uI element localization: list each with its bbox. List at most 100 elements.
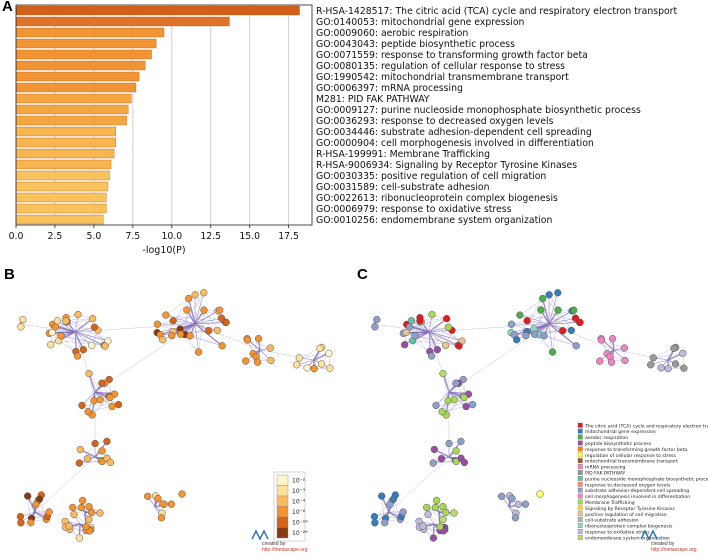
network-edge	[613, 349, 669, 361]
cluster-legend-swatch	[577, 523, 583, 528]
network-node	[389, 495, 398, 503]
category-label: GO:0034446: substrate adhesion-dependent…	[316, 127, 592, 138]
network-edge	[533, 292, 558, 330]
cluster-legend-swatch	[577, 464, 583, 469]
bar	[15, 126, 116, 137]
bar	[15, 5, 300, 16]
network-node	[159, 336, 167, 344]
network-node	[457, 437, 465, 446]
network-node	[429, 534, 438, 542]
network-edge	[88, 373, 113, 407]
network-edge	[433, 443, 450, 464]
pvalue-legend-swatch	[276, 474, 289, 486]
network-node	[444, 397, 452, 405]
cluster-legend-swatch	[577, 428, 583, 434]
network-node	[167, 500, 176, 508]
network-node	[17, 519, 25, 527]
network-node	[98, 447, 106, 455]
network-node	[16, 512, 25, 521]
x-tick-label: 17.5	[278, 231, 299, 242]
network-edge	[519, 314, 550, 325]
network-edge	[52, 331, 76, 334]
category-label: GO:0000904: cell morphogenesis involved …	[316, 138, 594, 149]
network-node	[69, 503, 77, 512]
x-tick-label: 7.5	[125, 231, 140, 242]
network-edge	[428, 318, 448, 333]
network-node	[76, 445, 84, 454]
network-node	[48, 328, 56, 337]
network-node	[114, 400, 123, 409]
x-tick-label: 12.5	[200, 231, 221, 242]
bar	[15, 137, 116, 148]
network-node	[460, 458, 469, 467]
nodes-layer	[16, 289, 334, 542]
network-node	[371, 323, 379, 331]
network-node	[445, 439, 453, 448]
network-node	[430, 445, 438, 454]
network-node	[78, 401, 86, 410]
bar	[15, 170, 110, 181]
network-node	[183, 306, 191, 314]
network-node	[373, 315, 381, 324]
cluster-legend-swatch	[577, 529, 583, 534]
network-node	[17, 323, 25, 331]
network-node	[168, 331, 176, 340]
network-node	[378, 492, 386, 500]
network-c-cluster: The citric acid (TCA) cycle and respirat…	[370, 289, 708, 542]
network-node	[554, 289, 562, 297]
network-node	[186, 332, 194, 340]
network-node	[428, 310, 436, 319]
credit-b-line1: created by	[262, 541, 286, 547]
network-edge	[194, 322, 227, 325]
network-edge	[442, 373, 467, 407]
network-edge	[88, 373, 101, 400]
x-axis-label: -log10(P)	[142, 245, 185, 256]
category-label: GO:0030335: positive regulation of cell …	[316, 171, 546, 182]
network-node	[267, 356, 275, 365]
panel-label-c: C	[357, 266, 368, 283]
network-node	[70, 510, 78, 519]
network-node	[548, 348, 557, 356]
network-node	[572, 342, 580, 350]
cluster-legend-swatch	[577, 481, 583, 487]
network-node	[671, 360, 680, 368]
network-node	[597, 336, 606, 344]
network-node	[96, 396, 104, 404]
network-node	[381, 519, 389, 527]
x-tick-label: 15.0	[239, 231, 260, 242]
panel-label-b: B	[4, 266, 15, 283]
network-node	[216, 306, 224, 314]
network-node	[537, 306, 545, 314]
pvalue-legend-label: 10⁻³	[292, 488, 306, 495]
network-edge	[55, 318, 93, 328]
network-node	[521, 500, 530, 508]
network-node	[243, 336, 252, 344]
network-node	[423, 503, 431, 512]
credit-c-line1: created by	[651, 541, 675, 547]
cluster-legend-swatch	[577, 487, 583, 493]
network-edge	[194, 317, 222, 325]
network-node	[508, 494, 516, 503]
network-node	[83, 455, 92, 463]
network-edge	[548, 323, 553, 353]
cluster-legend-swatch	[577, 434, 583, 440]
bar	[15, 115, 127, 126]
network-edge	[194, 323, 223, 347]
pvalue-legend-swatch	[276, 485, 289, 497]
network-node	[75, 459, 83, 467]
cluster-legend-label: purine nucleoside monophosphate biosynth…	[585, 476, 708, 482]
network-node	[222, 318, 230, 327]
network-node	[649, 354, 657, 362]
network-node	[108, 402, 116, 411]
network-node	[507, 320, 516, 328]
network-node	[35, 495, 44, 503]
network-node	[106, 458, 115, 467]
network-node	[442, 314, 451, 323]
network-node	[424, 510, 432, 519]
network-node	[85, 515, 93, 524]
bar	[15, 27, 165, 38]
category-label: R-HSA-199991: Membrane Trafficking	[316, 149, 490, 160]
network-node	[74, 352, 82, 360]
cluster-legend-label: substrate adhesion-dependent cell spread…	[585, 488, 689, 494]
network-edge	[74, 331, 96, 393]
